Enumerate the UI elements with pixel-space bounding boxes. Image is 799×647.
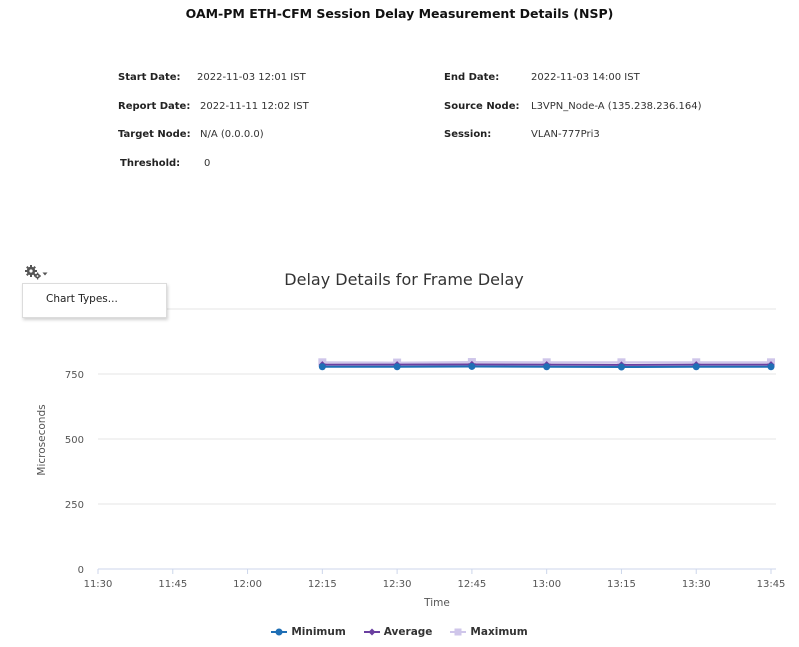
y-tick-label: 250 (65, 500, 84, 511)
x-tick-label: 13:30 (682, 579, 711, 590)
threshold-label: Threshold: (120, 158, 181, 169)
y-tick-label: 500 (65, 435, 84, 446)
data-point-minimum[interactable] (617, 363, 625, 371)
start-date-value: 2022-11-03 12:01 IST (197, 72, 306, 83)
end-date-value: 2022-11-03 14:00 IST (531, 72, 640, 83)
session-value: VLAN-777Pri3 (531, 129, 600, 140)
x-tick-label: 11:45 (158, 579, 187, 590)
chevron-down-icon (42, 272, 48, 276)
legend-item-maximum[interactable]: Maximum (450, 626, 528, 638)
chart-legend: Minimum Average Maximum (0, 626, 799, 638)
series-lines (318, 358, 776, 371)
legend-label-minimum: Minimum (291, 626, 346, 638)
y-tick-label: 0 (78, 565, 84, 576)
axes: 0 250 500 750 11:30 11:45 12:00 12:15 12:30 12:45… (65, 370, 786, 590)
legend-label-maximum: Maximum (470, 626, 528, 638)
data-point-minimum[interactable] (318, 363, 326, 371)
gear-icon (25, 265, 48, 280)
x-tick-label: 13:15 (607, 579, 636, 590)
data-point-minimum[interactable] (543, 363, 551, 371)
report-date-value: 2022-11-11 12:02 IST (200, 101, 309, 112)
chart-title: Delay Details for Frame Delay (284, 270, 523, 289)
legend-label-average: Average (383, 626, 433, 638)
x-tick-label: 11:30 (84, 579, 113, 590)
x-tick-label: 13:45 (757, 579, 786, 590)
data-point-minimum[interactable] (393, 363, 401, 371)
source-node-value: L3VPN_Node-A (135.238.236.164) (531, 101, 702, 112)
chart-options-button[interactable] (22, 263, 50, 283)
y-axis-title: Microseconds (36, 404, 48, 475)
threshold-value: 0 (204, 158, 211, 169)
y-tick-label: 750 (65, 370, 84, 381)
x-axis-title: Time (423, 597, 450, 609)
legend-marker-average (363, 628, 380, 636)
data-point-minimum[interactable] (692, 363, 700, 371)
chart-options-menu: Chart Types... (22, 283, 167, 318)
legend-item-average[interactable]: Average (363, 626, 433, 638)
source-node-label: Source Node: (444, 101, 520, 112)
target-node-label: Target Node: (118, 129, 191, 140)
report-date-label: Report Date: (118, 101, 191, 112)
grid-lines (98, 308, 776, 505)
series-minimum (318, 362, 775, 371)
legend-marker-maximum (450, 628, 467, 636)
start-date-label: Start Date: (118, 72, 181, 83)
legend-item-minimum[interactable]: Minimum (271, 626, 346, 638)
target-node-value: N/A (0.0.0.0) (200, 129, 264, 140)
x-tick-label: 12:30 (383, 579, 412, 590)
chart-types-menu-item[interactable]: Chart Types... (46, 293, 118, 305)
session-label: Session: (444, 129, 492, 140)
data-point-minimum[interactable] (468, 362, 476, 370)
x-tick-label: 12:00 (233, 579, 262, 590)
report-title: OAM-PM ETH-CFM Session Delay Measurement… (185, 6, 614, 21)
x-tick-label: 13:00 (532, 579, 561, 590)
data-point-minimum[interactable] (767, 363, 775, 371)
x-tick-label: 12:15 (308, 579, 337, 590)
x-tick-label: 12:45 (457, 579, 486, 590)
legend-marker-minimum (271, 628, 288, 636)
end-date-label: End Date: (444, 72, 500, 83)
